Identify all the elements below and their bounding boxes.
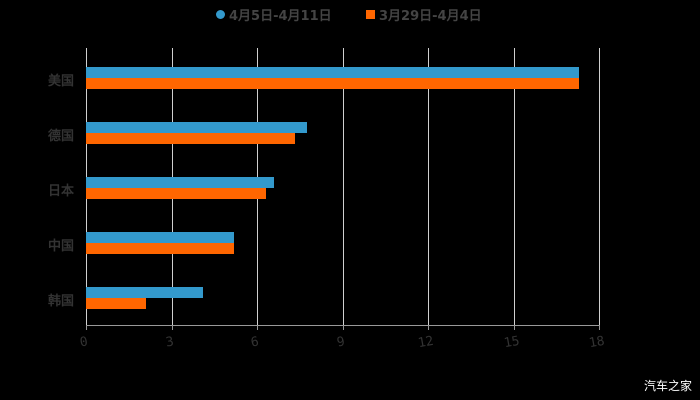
gridline [343, 48, 344, 325]
x-tick-label: 6 [249, 334, 261, 351]
bar-series-2[interactable] [86, 78, 579, 89]
x-tick-label: 12 [416, 333, 435, 352]
x-tick [172, 325, 173, 330]
x-tick [257, 325, 258, 330]
gridline [599, 48, 600, 325]
bar-series-1[interactable] [86, 287, 203, 298]
bar-series-1[interactable] [86, 177, 274, 188]
bar-series-2[interactable] [86, 133, 295, 144]
x-axis [86, 325, 600, 326]
legend-label: 3月29日-4月4日 [379, 9, 482, 24]
legend-circle-icon [216, 10, 225, 19]
bar-series-2[interactable] [86, 243, 234, 254]
y-category-label: 美国 [48, 74, 75, 89]
legend-item-series-1[interactable]: 4月5日-4月11日 [216, 5, 332, 24]
bar-series-1[interactable] [86, 67, 579, 78]
legend-square-icon [366, 10, 375, 19]
bar-series-1[interactable] [86, 232, 234, 243]
y-category-label: 日本 [48, 184, 75, 199]
y-category-label: 中国 [48, 239, 75, 254]
bar-series-2[interactable] [86, 188, 266, 199]
x-tick-label: 9 [335, 334, 347, 351]
x-tick [343, 325, 344, 330]
bar-series-1[interactable] [86, 122, 307, 133]
x-tick [514, 325, 515, 330]
legend-label: 4月5日-4月11日 [229, 9, 332, 24]
bar-series-2[interactable] [86, 298, 146, 309]
x-tick [86, 325, 87, 330]
x-tick-label: 3 [164, 334, 176, 351]
gridline [514, 48, 515, 325]
y-category-label: 德国 [48, 129, 75, 144]
watermark: 汽车之家 [643, 379, 692, 393]
x-tick [428, 325, 429, 330]
legend-item-series-2[interactable]: 3月29日-4月4日 [366, 5, 482, 24]
x-tick [599, 325, 600, 330]
x-tick-label: 18 [587, 333, 606, 352]
gridline [428, 48, 429, 325]
y-category-label: 韩国 [48, 294, 75, 309]
x-tick-label: 0 [78, 334, 90, 351]
x-tick-label: 15 [502, 333, 521, 352]
chart-legend: 4月5日-4月11日 3月29日-4月4日 [0, 5, 700, 24]
